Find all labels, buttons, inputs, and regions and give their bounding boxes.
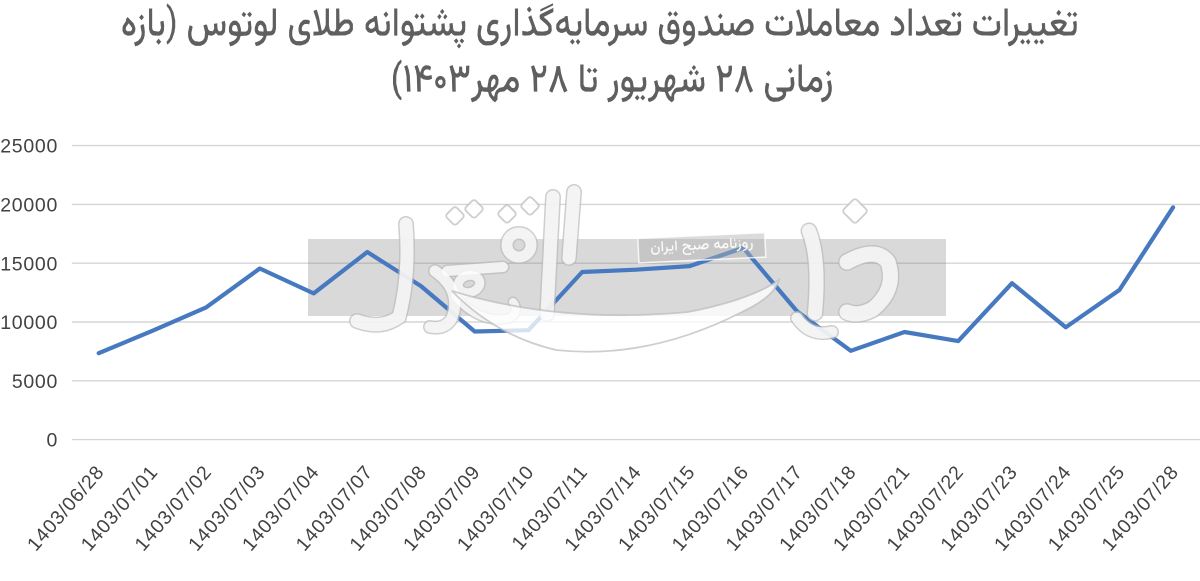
svg-text:20000: 20000 [0, 195, 58, 217]
svg-text:10000: 10000 [0, 312, 58, 334]
svg-text:25000: 25000 [0, 136, 58, 158]
svg-text:15000: 15000 [0, 253, 58, 275]
svg-text:0: 0 [46, 430, 58, 452]
svg-text:5000: 5000 [12, 371, 58, 393]
